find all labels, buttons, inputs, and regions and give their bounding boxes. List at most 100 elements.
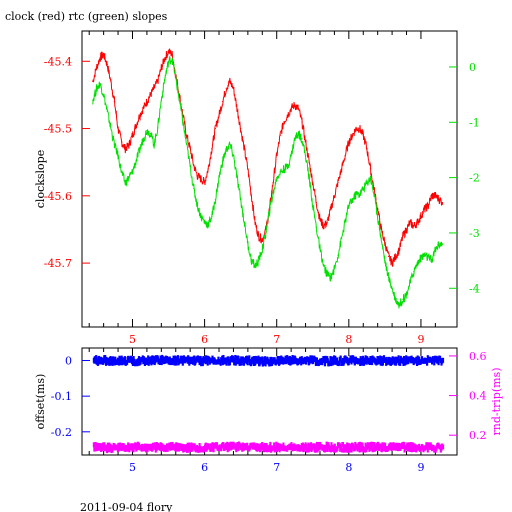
clock-point xyxy=(434,195,436,197)
rtc-series xyxy=(92,55,444,309)
rnd-trip-point xyxy=(222,442,225,448)
clock-point xyxy=(304,141,307,143)
offset-point xyxy=(441,357,445,363)
clock-point xyxy=(373,188,375,190)
offset-point xyxy=(399,360,402,366)
offset-point xyxy=(119,360,122,366)
rtc-point xyxy=(427,257,429,259)
clock-point xyxy=(106,64,108,66)
clock-point xyxy=(290,107,292,109)
rnd-trip-point xyxy=(198,443,201,448)
offset-point xyxy=(162,356,165,362)
rtc-point xyxy=(441,243,444,245)
clock-point xyxy=(167,50,170,52)
rnd-trip-point xyxy=(93,446,96,451)
rnd-trip-point xyxy=(315,441,318,447)
rnd-trip-point xyxy=(361,442,364,448)
rnd-trip-point xyxy=(146,446,149,452)
clock-point xyxy=(355,127,357,130)
right-tick-label: -1 xyxy=(469,116,480,129)
rnd-trip-point xyxy=(174,446,177,452)
rnd-trip-point xyxy=(411,442,414,448)
clock-point xyxy=(200,178,202,180)
rtc-point xyxy=(416,262,418,264)
rtc-point xyxy=(276,177,278,179)
clock-point xyxy=(380,228,382,231)
clock-point xyxy=(261,238,263,241)
rnd-trip-point xyxy=(347,443,350,449)
rnd-trip-point xyxy=(268,444,271,450)
x-tick-label: 5 xyxy=(129,461,136,474)
rnd-trip-point xyxy=(275,447,278,452)
rnd-trip-point xyxy=(237,446,240,452)
rnd-trip-point xyxy=(397,446,400,452)
rnd-trip-point xyxy=(160,442,163,448)
offset-point xyxy=(403,357,406,362)
rtc-point xyxy=(103,94,105,96)
offset-point xyxy=(323,361,327,367)
clock-point xyxy=(351,134,354,136)
clock-point xyxy=(121,141,123,143)
rtc-point xyxy=(319,248,321,251)
right-axis-label: rnd-trip(ms) xyxy=(490,368,503,436)
offset-point xyxy=(123,356,126,362)
rnd-trip-point xyxy=(122,443,125,449)
rnd-trip-point xyxy=(215,442,218,448)
clock-point xyxy=(135,124,137,126)
clock-point xyxy=(283,121,285,123)
rtc-point xyxy=(369,177,372,179)
rtc-point xyxy=(297,132,299,134)
offset-point xyxy=(175,360,178,366)
rtc-point xyxy=(153,143,155,146)
rtc-point xyxy=(211,215,213,217)
clock-point xyxy=(211,148,213,150)
rtc-point xyxy=(409,282,411,284)
rnd-trip-point xyxy=(317,442,320,447)
rnd-trip-point xyxy=(211,442,214,448)
rtc-point xyxy=(304,154,307,157)
clock-point xyxy=(337,181,339,183)
rtc-point xyxy=(110,127,112,129)
rnd-trip-point xyxy=(234,443,237,449)
offset-point xyxy=(253,356,256,361)
rnd-trip-point xyxy=(426,444,429,450)
offset-point xyxy=(201,357,204,363)
offset-point xyxy=(211,355,214,361)
clock-point xyxy=(193,164,195,167)
rnd-trip-point xyxy=(373,442,376,447)
offset-point xyxy=(181,360,184,366)
offset-point xyxy=(436,356,439,362)
rtc-point xyxy=(413,271,415,273)
clock-point xyxy=(110,80,112,83)
offset-point xyxy=(364,355,367,361)
offset-point xyxy=(379,355,382,361)
offset-point xyxy=(307,356,310,362)
chart-title: clock (red) rtc (green) slopes xyxy=(5,10,168,23)
rtc-point xyxy=(92,99,94,101)
rnd-trip-point xyxy=(269,441,272,447)
offset-point xyxy=(219,360,222,366)
offset-point xyxy=(176,355,179,361)
clock-point xyxy=(308,161,310,163)
rnd-trip-point xyxy=(99,443,102,449)
rtc-point xyxy=(286,165,289,168)
rtc-point xyxy=(308,177,310,179)
rtc-point xyxy=(333,268,336,270)
rnd-trip-point xyxy=(175,442,178,448)
offset-point xyxy=(426,360,429,366)
clock-point xyxy=(218,114,220,116)
offset-point xyxy=(395,359,398,365)
clock-point xyxy=(92,80,94,83)
clock-point xyxy=(402,235,404,237)
rtc-point xyxy=(377,215,379,217)
rnd-trip-point xyxy=(439,444,442,450)
clock-point xyxy=(203,181,206,183)
rnd-trip-point xyxy=(135,446,138,452)
rnd-trip-series xyxy=(92,441,445,454)
clock-point xyxy=(103,53,105,56)
rtc-point xyxy=(423,254,426,256)
rnd-trip-point xyxy=(277,443,280,449)
rnd-trip-point xyxy=(190,442,193,448)
x-tick-label: 7 xyxy=(273,333,280,346)
rtc-point xyxy=(395,298,397,300)
